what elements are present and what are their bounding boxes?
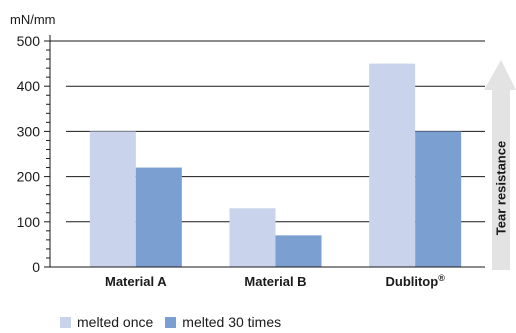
x-tick-label: Dublitop®: [385, 273, 445, 289]
legend-item-melted-once: melted once: [60, 314, 153, 330]
increase-arrow-icon: [484, 60, 516, 270]
x-tick-label: Material A: [105, 274, 167, 289]
bar: [135, 167, 182, 267]
y-axis-unit-label: mN/mm: [10, 12, 56, 27]
legend-swatch-melted-30-times: [165, 316, 177, 328]
legend-label-melted-30-times: melted 30 times: [182, 314, 282, 330]
bar: [415, 131, 462, 267]
bar: [369, 63, 416, 267]
tear-resistance-label: Tear resistance: [493, 140, 509, 236]
y-tick-label: 0: [32, 259, 40, 275]
legend-item-melted-30-times: melted 30 times: [165, 314, 281, 330]
y-tick-label: 300: [17, 123, 41, 139]
legend-swatch-melted-once: [60, 316, 71, 328]
y-tick-label: 400: [17, 78, 41, 94]
legend-label-melted-once: melted once: [77, 314, 154, 330]
y-tick-label: 200: [17, 169, 41, 185]
y-tick-label: 500: [17, 33, 41, 49]
y-tick-label: 100: [17, 214, 41, 230]
bar: [229, 208, 276, 267]
bar: [89, 131, 136, 267]
legend: melted once melted 30 times: [60, 314, 293, 330]
bar: [275, 235, 322, 267]
x-tick-label: Material B: [244, 274, 306, 289]
